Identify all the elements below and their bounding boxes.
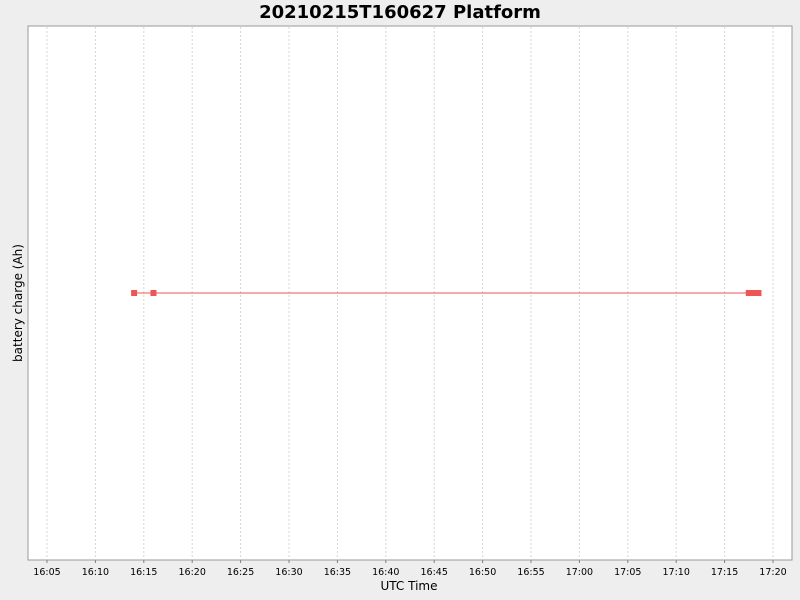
x-axis-label: UTC Time [381,579,438,593]
x-tick-label: 17:20 [759,567,786,578]
x-tick-label: 17:10 [663,567,690,578]
series-layer [131,290,762,296]
x-tick-label: 16:40 [372,567,399,578]
x-tick-label: 16:45 [421,567,448,578]
x-tick-label: 16:15 [130,567,157,578]
x-tick-label: 17:05 [614,567,641,578]
data-point [750,290,757,296]
chart-title: 20210215T160627 Platform [259,2,541,23]
data-point [150,290,157,296]
x-tick-label: 16:50 [469,567,496,578]
x-tick-label: 16:05 [33,567,60,578]
x-tick-label: 16:10 [82,567,109,578]
x-tick-label: 17:15 [711,567,738,578]
x-tick-label: 16:35 [324,567,351,578]
x-tick-label: 16:20 [179,567,206,578]
data-point [131,290,138,296]
x-tick-label: 16:30 [275,567,302,578]
data-point [745,290,752,296]
x-tick-label: 17:00 [566,567,593,578]
data-point [755,290,762,296]
x-tick-label: 16:55 [517,567,544,578]
y-axis-label: battery charge (Ah) [11,244,25,362]
x-axis-ticks: 16:05 16:10 16:15 16:20 16:25 16:30 16:35 16:40… [33,560,787,578]
x-tick-label: 16:25 [227,567,254,578]
